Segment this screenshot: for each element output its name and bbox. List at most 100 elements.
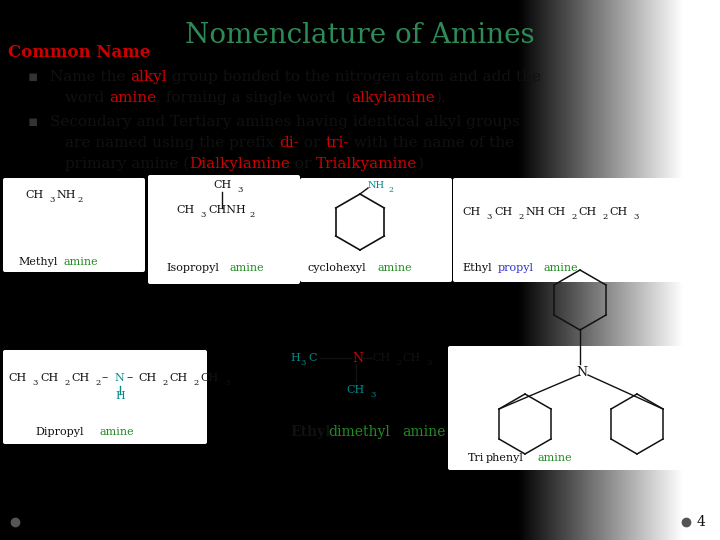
Text: Ethyl: Ethyl [462, 263, 492, 273]
Text: di-: di- [279, 136, 299, 150]
Text: 3: 3 [200, 211, 205, 219]
Text: –: – [101, 372, 107, 384]
Text: group bonded to the nitrogen atom and add the: group bonded to the nitrogen atom and ad… [167, 70, 541, 84]
Text: 3: 3 [370, 391, 375, 399]
Text: 3: 3 [237, 186, 243, 194]
Text: ).: ). [436, 91, 446, 105]
Text: CH: CH [25, 190, 43, 200]
Text: 3: 3 [300, 359, 305, 367]
Text: 4: 4 [697, 515, 706, 529]
Text: with the name of the: with the name of the [348, 136, 514, 150]
Text: amine: amine [230, 263, 265, 273]
Text: amine: amine [378, 263, 413, 273]
Text: 2: 2 [571, 213, 576, 221]
Text: 2: 2 [193, 379, 198, 387]
Text: CH: CH [176, 205, 194, 215]
Text: N: N [352, 352, 363, 365]
Text: 2: 2 [396, 359, 401, 367]
Text: NH: NH [525, 207, 544, 217]
Text: primary amine (: primary amine ( [65, 157, 189, 171]
Text: Nomenclature of Amines: Nomenclature of Amines [185, 22, 535, 49]
Text: dimethyl: dimethyl [328, 425, 390, 439]
Text: CH: CH [402, 353, 420, 363]
FancyBboxPatch shape [3, 350, 207, 444]
Text: 2: 2 [518, 213, 523, 221]
Text: Secondary and Tertiary amines having identical alkyl groups: Secondary and Tertiary amines having ide… [50, 115, 520, 129]
FancyBboxPatch shape [453, 178, 717, 282]
Text: Dipropyl: Dipropyl [35, 427, 84, 437]
Text: –: – [126, 372, 132, 384]
Text: 2: 2 [162, 379, 167, 387]
Text: 2: 2 [602, 213, 607, 221]
Text: word: word [65, 91, 109, 105]
Text: 3: 3 [224, 379, 230, 387]
Text: CH: CH [8, 373, 26, 383]
Text: amine: amine [64, 257, 99, 267]
Text: N: N [576, 366, 587, 379]
Text: 3: 3 [426, 359, 431, 367]
Text: Tri: Tri [468, 453, 485, 463]
Text: CH: CH [462, 207, 480, 217]
FancyBboxPatch shape [448, 346, 717, 470]
Text: 2: 2 [249, 211, 254, 219]
Text: CH: CH [346, 385, 364, 395]
Text: Isopropyl: Isopropyl [166, 263, 219, 273]
Text: 3: 3 [32, 379, 37, 387]
FancyBboxPatch shape [300, 178, 452, 282]
Text: 2: 2 [95, 379, 100, 387]
Polygon shape [480, 0, 600, 540]
Text: ▪: ▪ [28, 70, 38, 84]
Text: CH: CH [169, 373, 187, 383]
Text: CH: CH [200, 373, 218, 383]
Text: amine: amine [543, 263, 577, 273]
Text: ▪: ▪ [28, 115, 38, 129]
Text: CH: CH [138, 373, 156, 383]
Text: 3: 3 [633, 213, 639, 221]
Text: 2: 2 [388, 186, 393, 194]
Text: phenyl: phenyl [486, 453, 524, 463]
Text: NH: NH [368, 181, 385, 191]
Text: C: C [308, 353, 317, 363]
Text: Trialkyamine: Trialkyamine [316, 157, 418, 171]
Text: CH: CH [609, 207, 627, 217]
Text: H: H [115, 391, 125, 401]
Text: Ethyl: Ethyl [290, 425, 330, 439]
Text: alkylamine: alkylamine [352, 91, 436, 105]
Polygon shape [240, 0, 360, 540]
Text: ): ) [418, 157, 423, 171]
Text: N: N [114, 373, 124, 383]
Text: CHNH: CHNH [208, 205, 246, 215]
Text: amine: amine [537, 453, 572, 463]
Text: 3: 3 [49, 196, 55, 204]
Polygon shape [120, 0, 240, 540]
Text: Methyl: Methyl [18, 257, 58, 267]
Text: CH: CH [372, 353, 390, 363]
Polygon shape [360, 0, 480, 540]
Text: alkyl: alkyl [130, 70, 167, 84]
Text: Common Name: Common Name [8, 44, 150, 61]
Text: cyclohexyl: cyclohexyl [308, 263, 366, 273]
Text: Dialkylamine: Dialkylamine [189, 157, 290, 171]
Text: 2: 2 [64, 379, 69, 387]
Text: amine: amine [109, 91, 156, 105]
FancyBboxPatch shape [3, 178, 145, 272]
Text: CH: CH [547, 207, 565, 217]
Polygon shape [0, 0, 120, 540]
FancyBboxPatch shape [148, 175, 300, 284]
Text: amine: amine [402, 425, 446, 439]
Text: or: or [290, 157, 316, 171]
Text: H: H [290, 353, 300, 363]
Text: amine: amine [100, 427, 135, 437]
Text: CH: CH [494, 207, 512, 217]
Text: Name the: Name the [50, 70, 130, 84]
Text: or: or [299, 136, 325, 150]
Text: are named using the prefix: are named using the prefix [65, 136, 279, 150]
Text: , forming a single word  (: , forming a single word ( [156, 91, 352, 105]
Polygon shape [600, 0, 720, 540]
Text: CH: CH [213, 180, 231, 190]
Text: tri-: tri- [325, 136, 348, 150]
Text: CH: CH [40, 373, 58, 383]
Text: CH: CH [578, 207, 596, 217]
Text: 3: 3 [486, 213, 491, 221]
Text: CH: CH [71, 373, 89, 383]
